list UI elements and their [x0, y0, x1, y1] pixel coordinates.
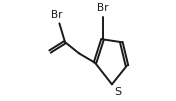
Text: Br: Br: [97, 3, 108, 13]
Text: S: S: [114, 87, 121, 97]
Text: Br: Br: [51, 10, 62, 20]
